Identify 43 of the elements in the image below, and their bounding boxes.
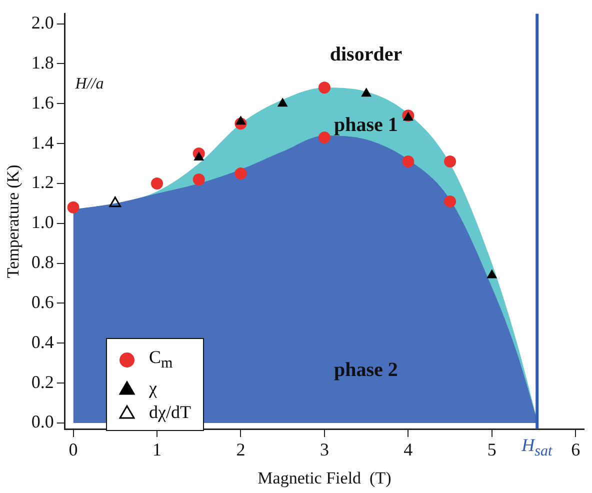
legend-label: χ bbox=[149, 376, 157, 400]
x-tick-label: 4 bbox=[404, 440, 413, 460]
y-tick-label: 1.4 bbox=[31, 132, 54, 152]
point bbox=[444, 195, 456, 208]
point bbox=[277, 98, 288, 107]
x-tick-label: 1 bbox=[152, 440, 162, 460]
annotation: phase 1 bbox=[334, 114, 398, 136]
point bbox=[109, 196, 122, 208]
point bbox=[402, 156, 414, 168]
point bbox=[194, 152, 204, 161]
point bbox=[444, 156, 456, 168]
point bbox=[67, 201, 80, 214]
x-tick-label: 0 bbox=[68, 440, 78, 460]
y-tick-label: 0.2 bbox=[31, 372, 54, 392]
x-tick-label: 6 bbox=[571, 440, 580, 460]
point bbox=[318, 82, 330, 94]
x-tick-label: 5 bbox=[487, 440, 496, 460]
annotation: disorder bbox=[330, 43, 402, 66]
point bbox=[486, 269, 498, 278]
y-tick-label: 1.6 bbox=[31, 92, 54, 112]
legend-label: C$_{m}$ bbox=[149, 346, 173, 374]
y-tick-label: 0.4 bbox=[31, 332, 54, 352]
annotation: phase 2 bbox=[334, 359, 398, 382]
y-axis-title: Temperature (K) bbox=[4, 164, 23, 278]
x-tick-label: 2 bbox=[236, 440, 246, 460]
y-tick-label: 0.6 bbox=[31, 292, 54, 312]
point bbox=[361, 88, 372, 97]
y-tick-label: 1.8 bbox=[31, 52, 54, 72]
point bbox=[234, 167, 247, 180]
y-tick-label: 1.0 bbox=[31, 212, 54, 232]
point bbox=[236, 116, 246, 125]
point bbox=[192, 173, 205, 186]
y-tick-label: 0.0 bbox=[31, 412, 54, 432]
ref-line-label: H$_{sat}$ bbox=[522, 435, 552, 461]
x-axis-title: Magnetic Field (T) bbox=[258, 468, 392, 488]
point bbox=[318, 132, 330, 144]
y-tick-label: 1.2 bbox=[31, 172, 54, 192]
y-tick-label: 0.8 bbox=[31, 252, 54, 272]
point bbox=[151, 177, 163, 190]
annotation: H//a bbox=[74, 76, 104, 93]
legend-label: dχ/dT bbox=[149, 400, 191, 424]
y-tick-label: 2.0 bbox=[31, 12, 54, 33]
x-tick-label: 3 bbox=[320, 440, 329, 460]
